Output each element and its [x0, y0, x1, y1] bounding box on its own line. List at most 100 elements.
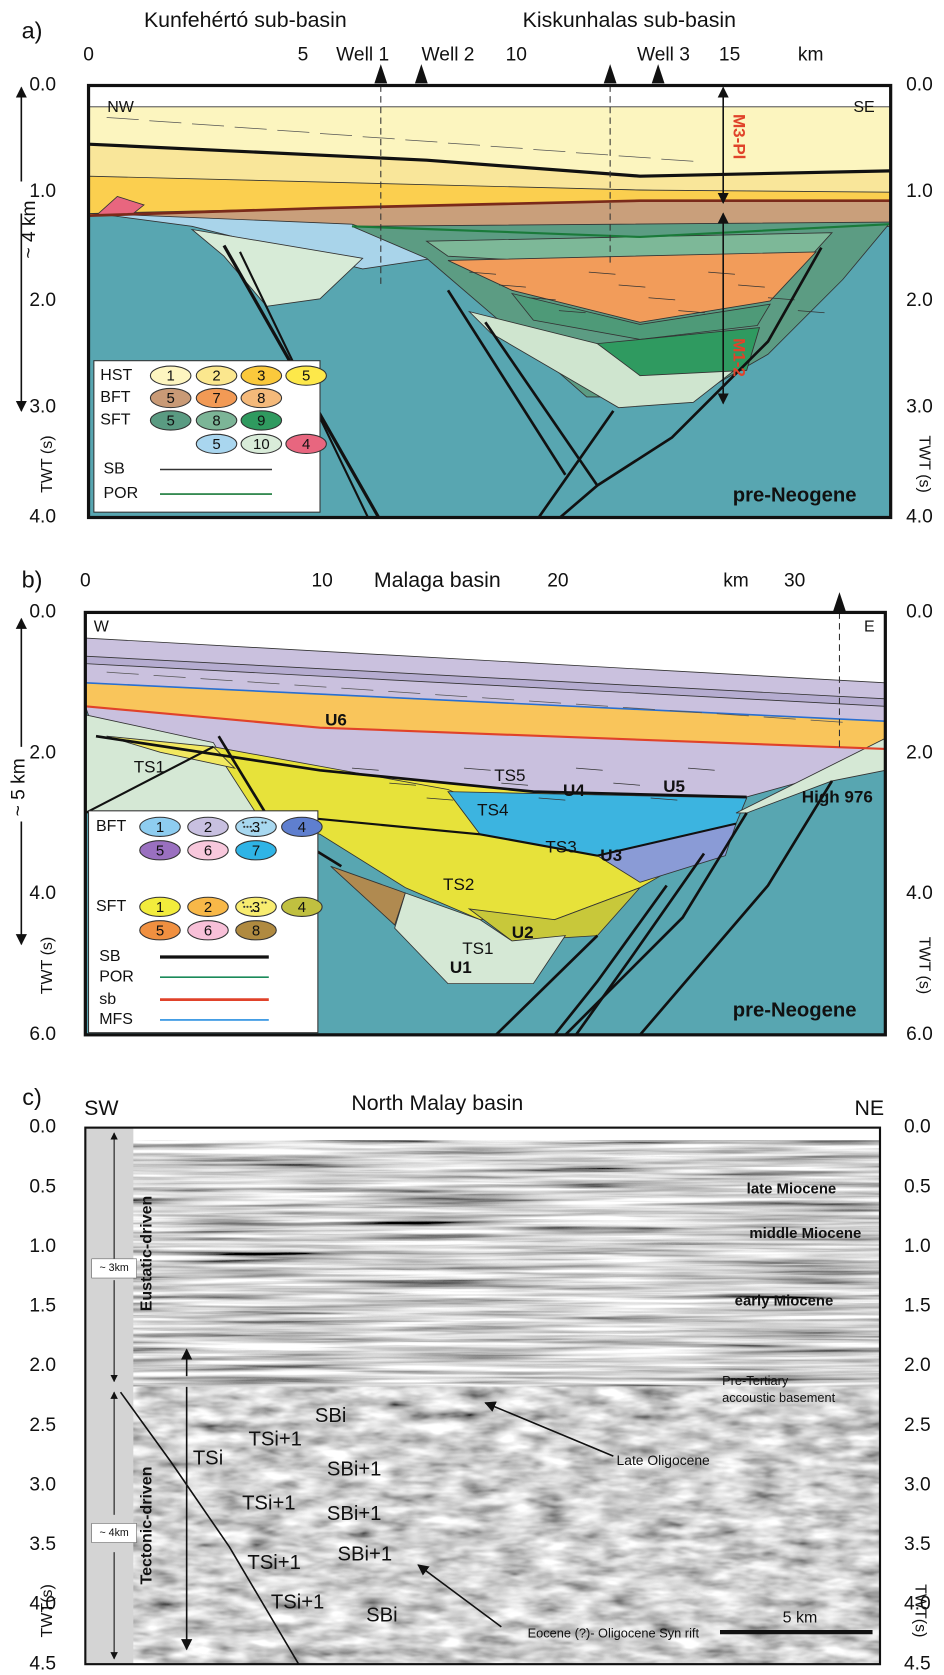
strata [767, 297, 795, 301]
strata [388, 690, 421, 694]
legend-item: 4 [298, 899, 306, 916]
age-label: early Miocene [735, 1292, 834, 1309]
strata [538, 797, 566, 801]
strata [277, 129, 310, 133]
strata [106, 671, 139, 675]
strata [588, 271, 616, 275]
swatch-dot [243, 905, 246, 908]
frame [83, 610, 887, 1037]
age-label: middle Miocene [749, 1225, 861, 1242]
strata [294, 684, 327, 688]
y-tick-label: 1.0 [906, 181, 933, 202]
strata [234, 126, 267, 130]
legend-item: 6 [204, 842, 212, 859]
strata [797, 310, 825, 314]
y-tick-label: 2.0 [906, 742, 933, 763]
direction-label: NE [855, 1096, 885, 1120]
fault [638, 780, 834, 1035]
y-tick-label: 3.0 [29, 397, 56, 418]
fault [119, 1391, 300, 1665]
swatch-dot [246, 825, 249, 828]
layer [735, 737, 886, 814]
strata [650, 797, 678, 801]
depth-strip [85, 1127, 134, 1665]
pointer-arrow [484, 1401, 614, 1457]
strata [405, 139, 438, 143]
strata [501, 782, 529, 786]
strata [106, 117, 139, 121]
well-marker [603, 64, 617, 84]
legend-row-label: BFT [100, 389, 130, 406]
sequence-boundary [88, 142, 891, 178]
y-tick-label: 1.5 [29, 1296, 56, 1317]
legend-swatch [187, 816, 229, 837]
legend-swatch [187, 840, 229, 861]
legend-item: 2 [212, 368, 220, 385]
panel-label: a) [22, 17, 43, 43]
legend-swatch [149, 365, 192, 386]
well-label: Well 2 [422, 45, 475, 66]
strata [149, 120, 182, 124]
y-tick-label: 0.0 [29, 75, 56, 96]
driver-label: Tectonic-driven [138, 1467, 155, 1585]
legend-swatch [149, 387, 192, 409]
y-tick-label: 1.0 [904, 1236, 931, 1257]
layer [88, 175, 891, 217]
legend-item: 5 [167, 412, 175, 429]
axis-label: TWT(s) [911, 1584, 928, 1637]
y-tick-label: 2.0 [904, 1355, 931, 1376]
strata [618, 284, 646, 288]
legend-swatch [240, 365, 283, 386]
legend-item: 1 [156, 819, 164, 836]
y-tick-label: 1.0 [29, 1236, 56, 1257]
legend-swatch [139, 816, 181, 837]
unit-label: U1 [450, 958, 472, 977]
basement-label: Pre-Tertiary [722, 1373, 789, 1388]
legend-item: 7 [252, 842, 260, 859]
swatch-dot [257, 830, 260, 833]
y-tick-label: 6.0 [29, 1024, 56, 1045]
sb-line [85, 705, 886, 751]
driver-label: Eustatic-driven [138, 1196, 155, 1312]
strata [351, 767, 379, 771]
strata [716, 713, 749, 717]
direction-label: SE [853, 99, 874, 116]
legend-item: 2 [204, 819, 212, 836]
swatch-dot [249, 825, 252, 828]
layer [85, 655, 886, 707]
legend-line-label: MFS [99, 1011, 133, 1028]
unit-label: U5 [663, 777, 685, 796]
unit-label: U3 [600, 846, 622, 865]
x-tick-label: 10 [311, 571, 332, 592]
y-tick-label: 3.5 [904, 1534, 931, 1555]
unit-label: TS2 [443, 875, 474, 894]
strata [810, 719, 843, 723]
unit-label: TS1 [462, 939, 493, 958]
legend-item: 5 [167, 390, 175, 407]
swatch-dot [261, 821, 264, 824]
depth-label: ~ 4km [99, 1527, 128, 1539]
fault [446, 289, 567, 476]
legend-swatch [240, 433, 283, 455]
layer [106, 735, 236, 769]
legend-swatch [285, 433, 327, 455]
x-tick-label: 30 [784, 571, 805, 592]
swatch-dot [250, 910, 253, 913]
pointer-arrow [417, 1564, 502, 1628]
seismic-top [133, 1127, 881, 1141]
y-tick-label: 3.5 [29, 1534, 56, 1555]
legend-line-label: sb [99, 991, 116, 1008]
swatch-dot [264, 821, 267, 824]
strata [469, 271, 497, 275]
strata [575, 767, 603, 771]
legend-row-label: HST [100, 367, 132, 384]
y-tick-label: 0.0 [904, 1117, 931, 1138]
frame [84, 1126, 882, 1666]
swatch-dot [250, 830, 253, 833]
strata [490, 145, 523, 149]
fault [495, 934, 599, 1035]
legend-swatch [195, 410, 238, 431]
x-tick-label: 10 [506, 45, 527, 66]
strata [687, 767, 715, 771]
legend-swatch [195, 365, 238, 386]
